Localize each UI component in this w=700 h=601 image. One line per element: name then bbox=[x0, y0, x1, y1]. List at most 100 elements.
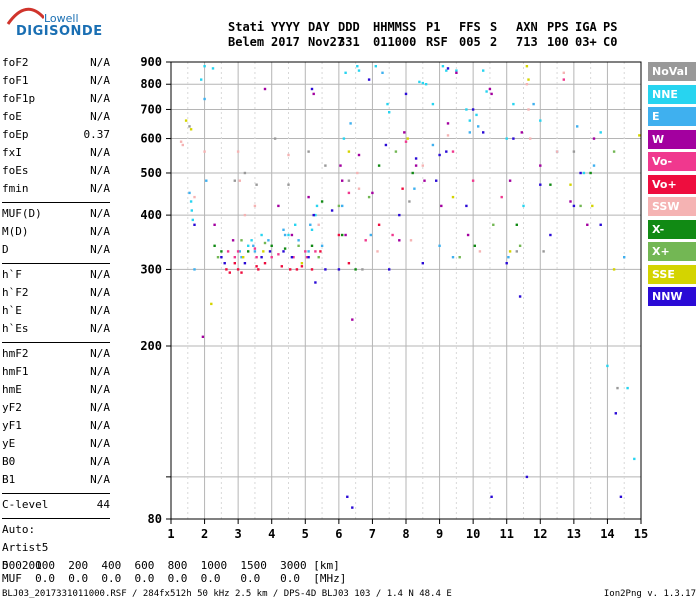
data-point bbox=[300, 262, 304, 265]
data-point bbox=[200, 78, 203, 81]
data-point bbox=[250, 239, 253, 242]
header-label: AXN bbox=[516, 20, 538, 34]
data-point bbox=[255, 256, 258, 259]
param-group-muf: MUF(D) N/A M(D) N/A D N/A bbox=[2, 207, 110, 261]
series-vo- bbox=[225, 187, 404, 274]
data-point bbox=[589, 171, 592, 175]
legend-item-vo-: Vo+ bbox=[648, 174, 696, 194]
data-point bbox=[441, 65, 445, 68]
data-point bbox=[268, 250, 272, 253]
data-point bbox=[612, 150, 616, 153]
data-point bbox=[445, 69, 448, 72]
param-value: N/A bbox=[90, 74, 110, 87]
param-row: h`Es N/A bbox=[2, 322, 110, 340]
header-label: P1 bbox=[426, 20, 441, 34]
data-point bbox=[320, 200, 324, 203]
data-point bbox=[233, 256, 236, 259]
data-point bbox=[401, 187, 404, 190]
divider bbox=[2, 518, 110, 519]
legend-item-e: E bbox=[648, 107, 696, 126]
y-tick-label: 300 bbox=[140, 262, 162, 276]
data-point bbox=[315, 204, 319, 208]
data-point bbox=[201, 335, 205, 338]
data-point bbox=[356, 171, 359, 175]
data-point bbox=[282, 250, 285, 253]
param-name: yF1 bbox=[2, 419, 22, 432]
data-point bbox=[468, 119, 471, 122]
legend-item-vo-: Vo- bbox=[648, 152, 696, 171]
data-point bbox=[572, 150, 576, 153]
chart-marks bbox=[179, 65, 641, 509]
data-point bbox=[616, 386, 619, 390]
auto-label: Auto: bbox=[2, 523, 36, 536]
data-point bbox=[477, 125, 480, 128]
data-point bbox=[253, 204, 257, 208]
header-values-row: Belem 2017 Nov27 331 011000 RSF 005 2 713 100 03+ C… bbox=[228, 35, 698, 50]
data-point bbox=[623, 256, 626, 259]
data-point bbox=[310, 87, 314, 91]
header-label: DDD bbox=[338, 20, 360, 34]
data-point bbox=[455, 71, 458, 74]
data-point bbox=[386, 102, 389, 106]
data-point bbox=[518, 295, 522, 298]
param-value: N/A bbox=[90, 383, 110, 396]
data-point bbox=[289, 268, 292, 271]
data-point bbox=[404, 140, 408, 143]
logo-arc-icon bbox=[6, 7, 44, 25]
logo-digisonde-text: DIGISONDE bbox=[16, 24, 103, 39]
data-point bbox=[408, 200, 411, 203]
param-name: D bbox=[2, 243, 9, 256]
data-point bbox=[377, 164, 381, 167]
data-point bbox=[619, 495, 623, 498]
data-point bbox=[576, 125, 579, 128]
series-vo- bbox=[226, 78, 565, 259]
data-point bbox=[549, 183, 552, 186]
data-point bbox=[374, 65, 377, 68]
data-point bbox=[181, 143, 184, 147]
header-label: DAY bbox=[308, 20, 330, 34]
data-point bbox=[492, 223, 495, 226]
data-point bbox=[314, 213, 317, 217]
param-name: foEs bbox=[2, 164, 29, 177]
param-value: N/A bbox=[90, 56, 110, 69]
param-value: N/A bbox=[90, 146, 110, 159]
data-point bbox=[283, 233, 287, 237]
series-x- bbox=[213, 164, 592, 271]
y-tick-label: 500 bbox=[140, 166, 162, 180]
header-value: 2 bbox=[490, 35, 498, 49]
data-point bbox=[193, 223, 196, 226]
y-tick-label: 80 bbox=[148, 512, 162, 526]
x-tick-label: 12 bbox=[533, 527, 547, 541]
data-point bbox=[287, 153, 290, 157]
param-row: M(D) N/A bbox=[2, 225, 110, 243]
data-point bbox=[409, 239, 413, 242]
x-tick-label: 8 bbox=[402, 527, 409, 541]
data-point bbox=[455, 69, 458, 72]
data-point bbox=[228, 271, 231, 274]
param-name: fxI bbox=[2, 146, 22, 159]
header-value: C0 bbox=[603, 35, 618, 49]
param-value: N/A bbox=[90, 455, 110, 468]
param-name: yE bbox=[2, 437, 16, 450]
data-point bbox=[465, 204, 468, 208]
footer-version: Ion2Png v. 1.3.17 bbox=[603, 589, 696, 599]
data-point bbox=[262, 250, 265, 253]
data-point bbox=[270, 256, 273, 259]
data-point bbox=[357, 69, 361, 72]
data-point bbox=[260, 256, 263, 259]
data-point bbox=[310, 244, 314, 247]
param-value: 0.37 bbox=[83, 128, 111, 141]
series-e bbox=[188, 71, 626, 271]
data-point bbox=[297, 239, 300, 242]
data-point bbox=[292, 256, 295, 259]
data-point bbox=[582, 171, 586, 175]
data-point bbox=[337, 268, 341, 271]
data-point bbox=[319, 250, 322, 253]
divider bbox=[2, 493, 110, 494]
param-row-clevel: C-level 44 bbox=[2, 498, 110, 516]
header-value: 2017 bbox=[271, 35, 300, 49]
data-point bbox=[394, 150, 398, 153]
param-value: N/A bbox=[90, 268, 110, 281]
param-name: B0 bbox=[2, 455, 16, 468]
legend: NoVal NNE E W Vo- Vo+ SSW X- X+ SSE NNW bbox=[648, 62, 696, 310]
